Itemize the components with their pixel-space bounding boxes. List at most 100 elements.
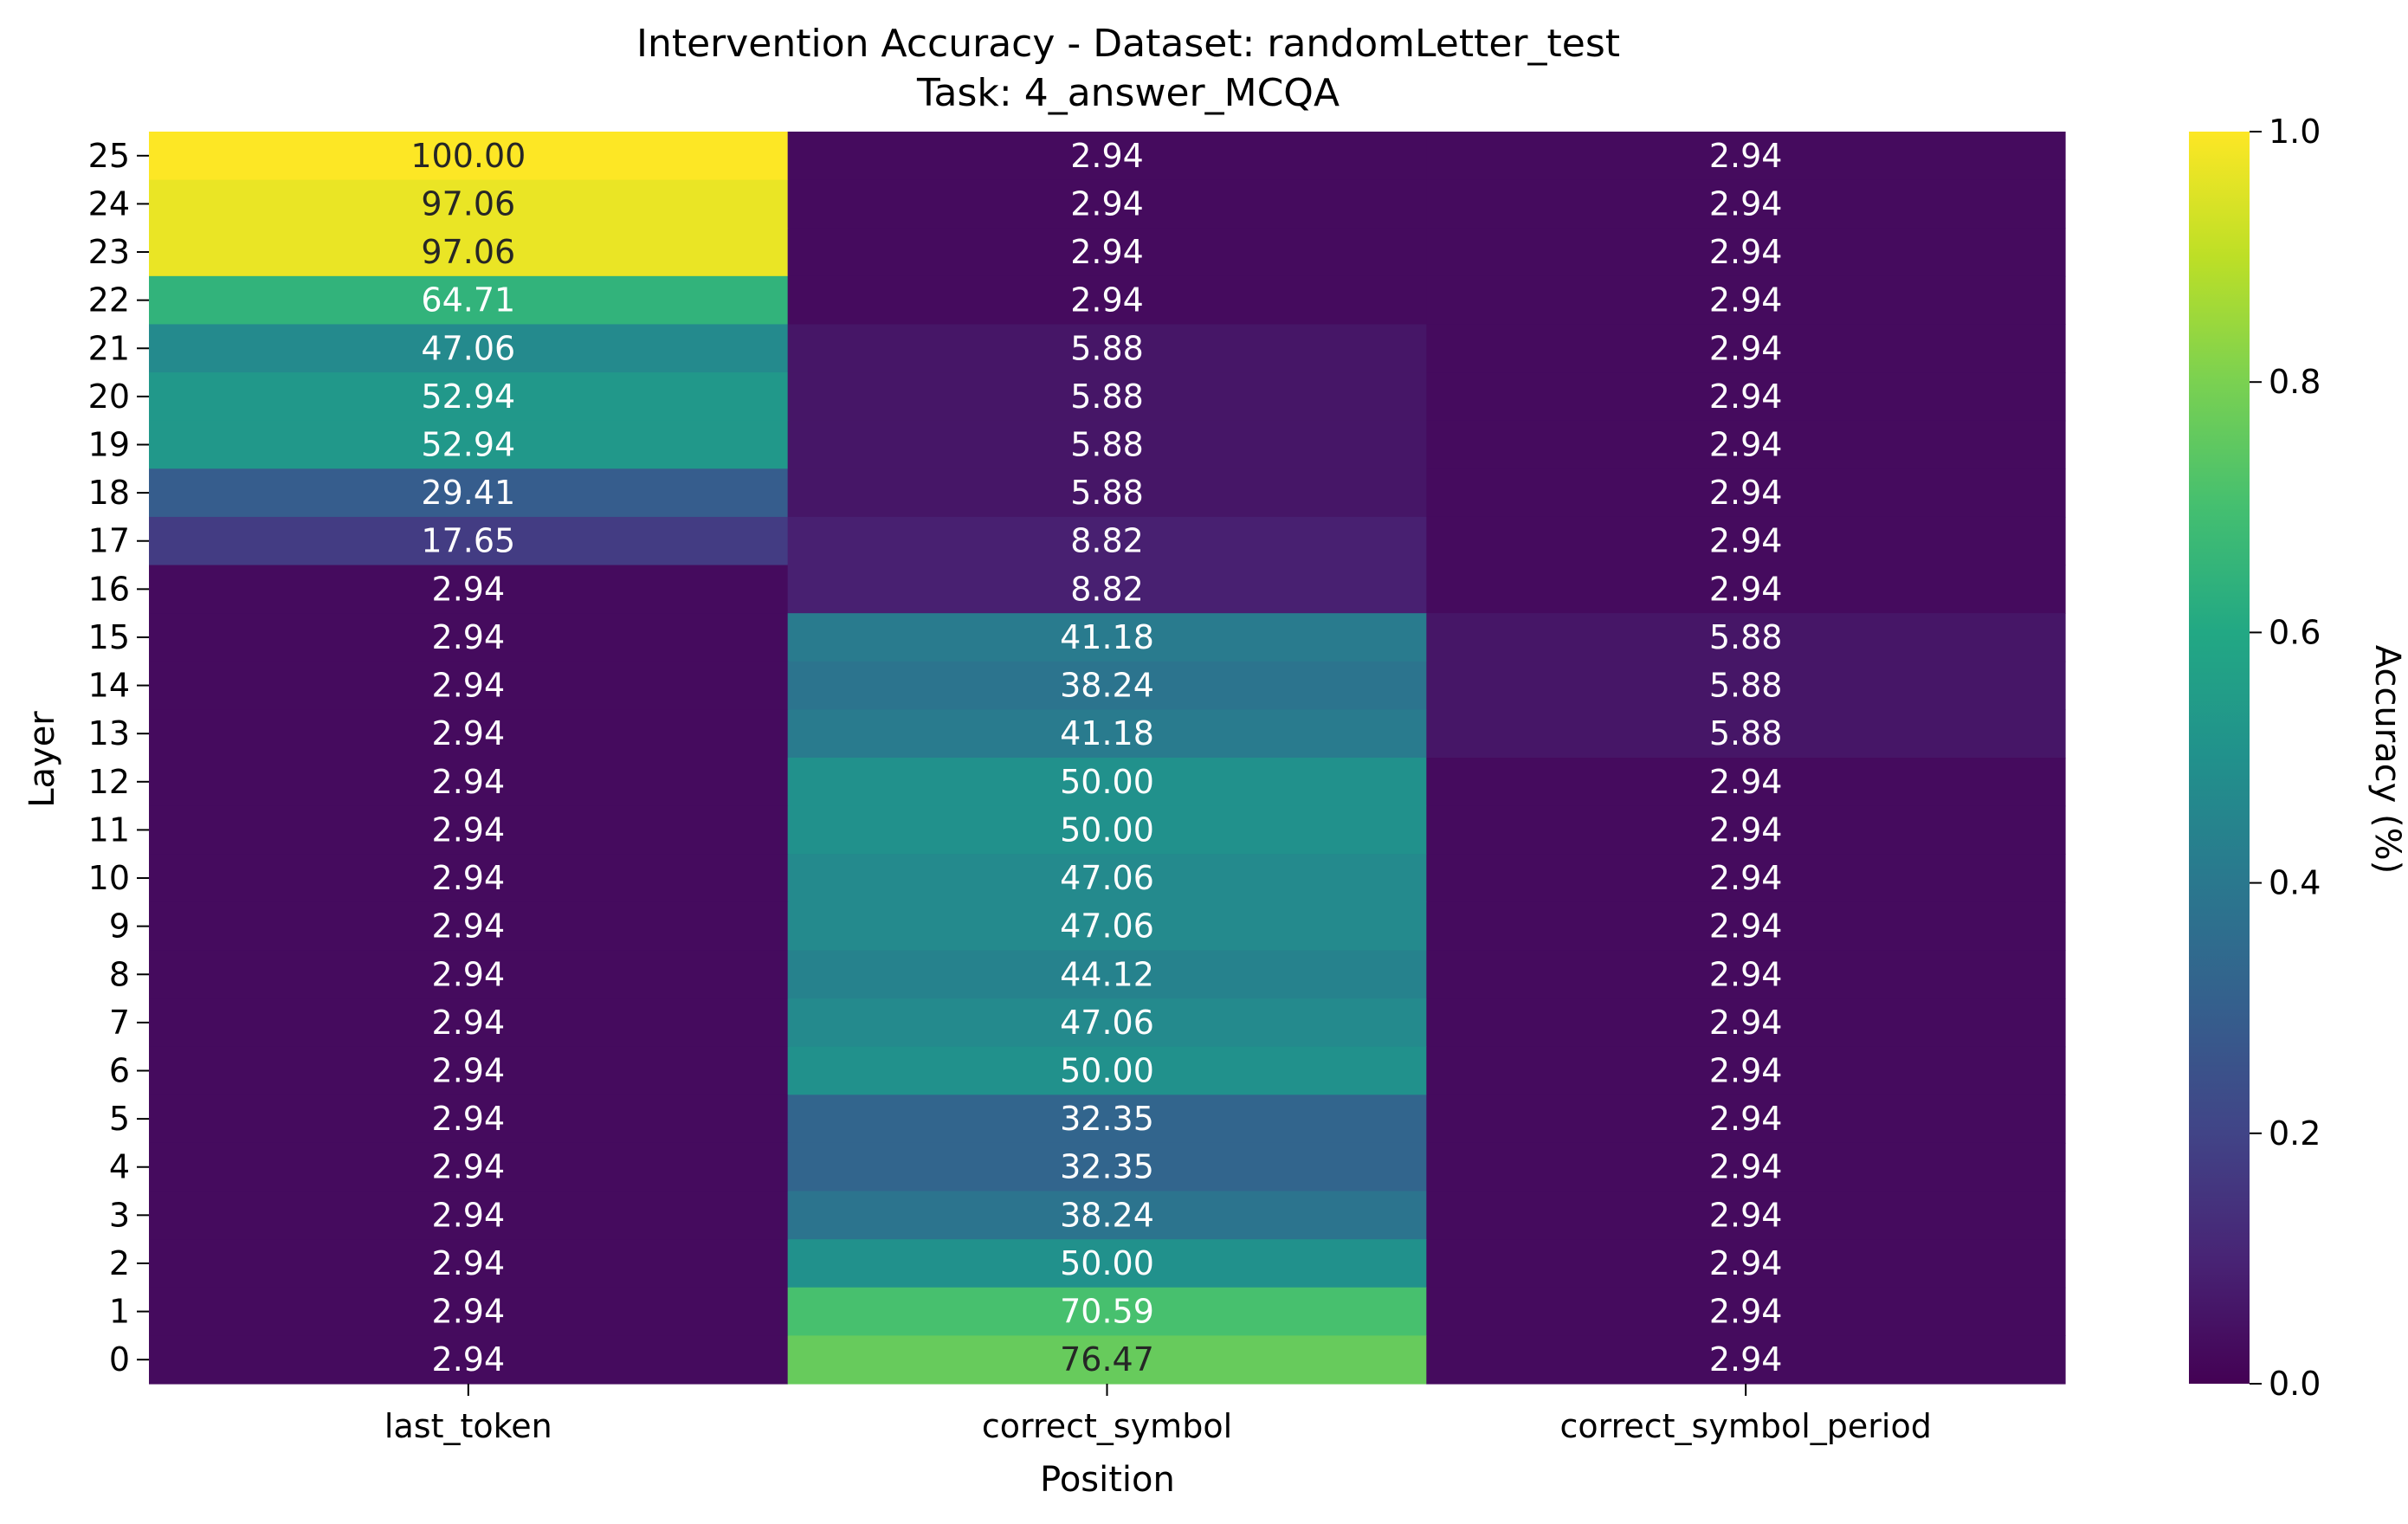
y-tick-label: 20 [88, 378, 130, 416]
cell-value-label: 2.94 [432, 1100, 506, 1138]
heatmap-cells: 100.00 2.94 2.94 97.06 2.94 2.94 97.06 2.94 2.94… [149, 132, 2066, 1385]
heatmap-cell [1426, 1191, 2066, 1240]
y-tick-label: 12 [88, 763, 130, 801]
heatmap-cell [787, 901, 1427, 952]
heatmap-cell [1426, 1239, 2066, 1288]
heatmap-cell [787, 179, 1427, 229]
cell-value-label: 2.94 [432, 907, 506, 946]
heatmap-cell [1426, 468, 2066, 518]
heatmap-cell [149, 1095, 789, 1144]
heatmap-cell [149, 950, 789, 999]
cell-value-label: 8.82 [1070, 522, 1144, 560]
heatmap-cell [1426, 805, 2066, 855]
cell-value-label: 2.94 [432, 1196, 506, 1234]
heatmap-cell [787, 420, 1427, 469]
cell-value-label: 2.94 [1709, 810, 1783, 849]
cell-value-label: 52.94 [421, 426, 515, 464]
y-tick-label: 0 [109, 1340, 130, 1379]
cell-value-label: 5.88 [1709, 667, 1783, 705]
cell-value-label: 100.00 [410, 137, 526, 175]
heatmap-cell [787, 950, 1427, 999]
cell-value-label: 2.94 [432, 763, 506, 801]
cell-value-label: 2.94 [1709, 1340, 1783, 1379]
y-tick-label: 10 [88, 859, 130, 897]
cell-value-label: 2.94 [1709, 474, 1783, 512]
y-tick-label: 6 [109, 1052, 130, 1090]
heatmap-cell [149, 275, 789, 326]
heatmap-cell [1426, 950, 2066, 999]
heatmap-cell [787, 228, 1427, 277]
cell-value-label: 2.94 [432, 955, 506, 993]
heatmap-cell [1426, 709, 2066, 759]
chart-title: Intervention Accuracy - Dataset: randomL… [636, 22, 1620, 66]
y-tick-label: 17 [88, 522, 130, 560]
cell-value-label: 2.94 [1709, 1244, 1783, 1282]
cell-value-label: 50.00 [1060, 763, 1154, 801]
heatmap-cell [787, 1046, 1427, 1095]
cell-value-label: 2.94 [1709, 570, 1783, 608]
y-tick-label: 24 [88, 184, 130, 223]
cell-value-label: 5.88 [1070, 329, 1144, 367]
heatmap-cell [787, 1142, 1427, 1192]
heatmap-cell [1426, 132, 2066, 181]
cell-value-label: 70.59 [1060, 1293, 1154, 1331]
cell-value-label: 2.94 [432, 1148, 506, 1186]
heatmap-cell [1426, 998, 2066, 1048]
heatmap-cell [787, 998, 1427, 1048]
cell-value-label: 5.88 [1709, 618, 1783, 656]
colorbar-tick-label: 0.4 [2269, 864, 2321, 902]
cell-value-label: 5.88 [1070, 474, 1144, 512]
heatmap-cell [149, 324, 789, 373]
y-tick-label: 11 [88, 810, 130, 849]
cell-value-label: 2.94 [1709, 763, 1783, 801]
cell-value-label: 2.94 [432, 1293, 506, 1331]
heatmap-cell [787, 1191, 1427, 1240]
heatmap-cell [1426, 372, 2066, 422]
cell-value-label: 2.94 [432, 667, 506, 705]
heatmap-cell [149, 1239, 789, 1288]
cell-value-label: 5.88 [1070, 378, 1144, 416]
heatmap-cell [787, 275, 1427, 326]
y-tick-label: 14 [88, 667, 130, 705]
y-tick-label: 18 [88, 474, 130, 512]
cell-value-label: 64.71 [421, 281, 515, 320]
cell-value-label: 2.94 [1709, 137, 1783, 175]
heatmap-cell [1426, 1095, 2066, 1144]
heatmap-cell [149, 1287, 789, 1336]
heatmap-cell [787, 1335, 1427, 1385]
cell-value-label: 29.41 [421, 474, 515, 512]
heatmap-cell [787, 661, 1427, 710]
heatmap-cell [1426, 275, 2066, 326]
cell-value-label: 32.35 [1060, 1100, 1154, 1138]
heatmap-cell [1426, 179, 2066, 229]
cell-value-label: 2.94 [1709, 1293, 1783, 1331]
x-tick-label: correct_symbol [982, 1407, 1232, 1445]
cell-value-label: 2.94 [1709, 859, 1783, 897]
cell-value-label: 2.94 [1709, 1100, 1783, 1138]
cell-value-label: 50.00 [1060, 1244, 1154, 1282]
cell-value-label: 2.94 [432, 1004, 506, 1042]
colorbar-tick-label: 1.0 [2269, 113, 2321, 151]
heatmap-cell [149, 468, 789, 518]
cell-value-label: 2.94 [1070, 233, 1144, 271]
heatmap-cell [149, 372, 789, 422]
cell-value-label: 2.94 [1709, 955, 1783, 993]
heatmap-cell [787, 1239, 1427, 1288]
cell-value-label: 97.06 [421, 233, 515, 271]
y-tick-label: 3 [109, 1196, 130, 1234]
colorbar-label: Accuracy (%) [2367, 645, 2407, 875]
heatmap-cell [787, 709, 1427, 759]
y-tick-label: 19 [88, 426, 130, 464]
cell-value-label: 2.94 [1709, 281, 1783, 320]
cell-value-label: 47.06 [1060, 907, 1154, 946]
cell-value-label: 2.94 [1709, 1196, 1783, 1234]
x-axis-label: Position [1040, 1460, 1175, 1500]
heatmap-cell [149, 1335, 789, 1385]
y-tick-label: 22 [88, 281, 130, 320]
cell-value-label: 2.94 [1709, 329, 1783, 367]
heatmap-cell [1426, 854, 2066, 903]
cell-value-label: 2.94 [1709, 233, 1783, 271]
cell-value-label: 2.94 [1709, 522, 1783, 560]
cell-value-label: 2.94 [1070, 281, 1144, 320]
y-tick-label: 16 [88, 570, 130, 608]
